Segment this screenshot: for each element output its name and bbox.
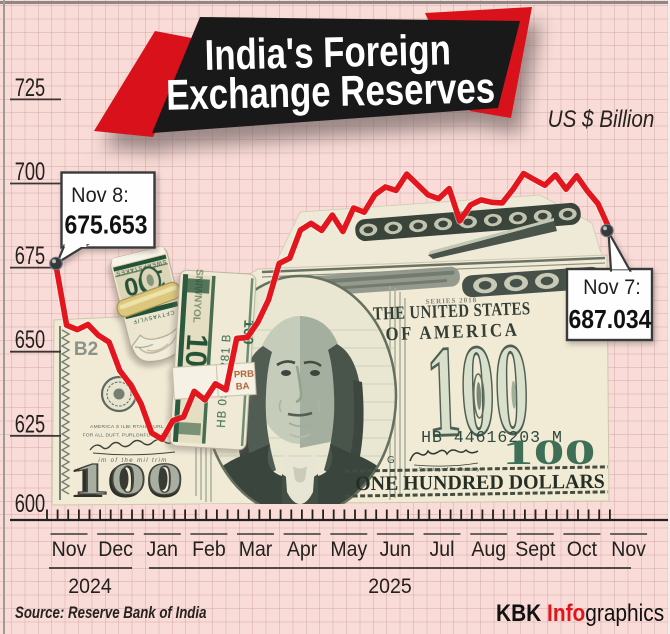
svg-text:Dec: Dec	[98, 538, 133, 561]
svg-text:Mar: Mar	[239, 538, 273, 561]
svg-text:Exchange Reserves: Exchange Reserves	[166, 65, 496, 120]
svg-text:ONE HUNDRED DOLLARS: ONE HUNDRED DOLLARS	[355, 471, 605, 496]
svg-text:HB 44616203 M: HB 44616203 M	[421, 428, 563, 447]
svg-text:100: 100	[502, 432, 595, 471]
svg-text:im of the mil trim: im of the mil trim	[98, 458, 167, 464]
svg-text:2024: 2024	[68, 575, 111, 598]
svg-text:Oct: Oct	[567, 538, 598, 561]
svg-text:Jul: Jul	[430, 538, 455, 561]
svg-text:OF AMERICA: OF AMERICA	[385, 319, 520, 345]
svg-text:SERIES 2018: SERIES 2018	[425, 296, 477, 306]
svg-text:US $ Billion: US $ Billion	[548, 106, 655, 133]
svg-text:700: 700	[15, 157, 45, 186]
svg-text:Sept: Sept	[515, 538, 556, 561]
svg-text:Jan: Jan	[147, 538, 178, 561]
svg-text:KBK Infographics: KBK Infographics	[496, 600, 664, 627]
svg-text:650: 650	[15, 325, 45, 354]
svg-text:PRB: PRB	[234, 369, 255, 381]
svg-text:625: 625	[15, 410, 45, 439]
svg-text:Nov: Nov	[611, 538, 647, 561]
svg-text:G: G	[387, 455, 395, 466]
svg-text:Nov 7:: Nov 7:	[583, 276, 641, 300]
svg-text:687.034: 687.034	[569, 306, 652, 334]
svg-text:AMERICA S ILBI RTAIE PURL: AMERICA S ILBI RTAIE PURL	[90, 424, 164, 430]
svg-text:Source: Reserve Bank of India: Source: Reserve Bank of India	[15, 604, 207, 623]
svg-text:India's Foreign: India's Foreign	[204, 27, 451, 80]
svg-text:600: 600	[15, 489, 45, 518]
svg-text:Jun: Jun	[380, 538, 411, 561]
svg-text:FOR ALL DUFT. PURLONFUIDE R B: FOR ALL DUFT. PURLONFUIDE R B	[83, 433, 170, 439]
svg-text:Apr: Apr	[287, 538, 318, 561]
svg-text:Nov: Nov	[52, 538, 88, 561]
svg-text:Aug: Aug	[471, 538, 506, 561]
svg-text:675.653: 675.653	[65, 211, 148, 239]
svg-text:BA: BA	[235, 381, 250, 393]
svg-text:B2: B2	[74, 339, 98, 360]
svg-text:Secretary of the Treasury: Secretary of the Treasury	[418, 467, 481, 473]
svg-text:Nov 8:: Nov 8:	[71, 184, 129, 208]
svg-text:725: 725	[15, 73, 45, 102]
svg-text:675: 675	[15, 241, 45, 270]
svg-text:May: May	[330, 538, 368, 561]
svg-text:2025: 2025	[368, 575, 411, 598]
svg-text:Feb: Feb	[192, 538, 226, 561]
